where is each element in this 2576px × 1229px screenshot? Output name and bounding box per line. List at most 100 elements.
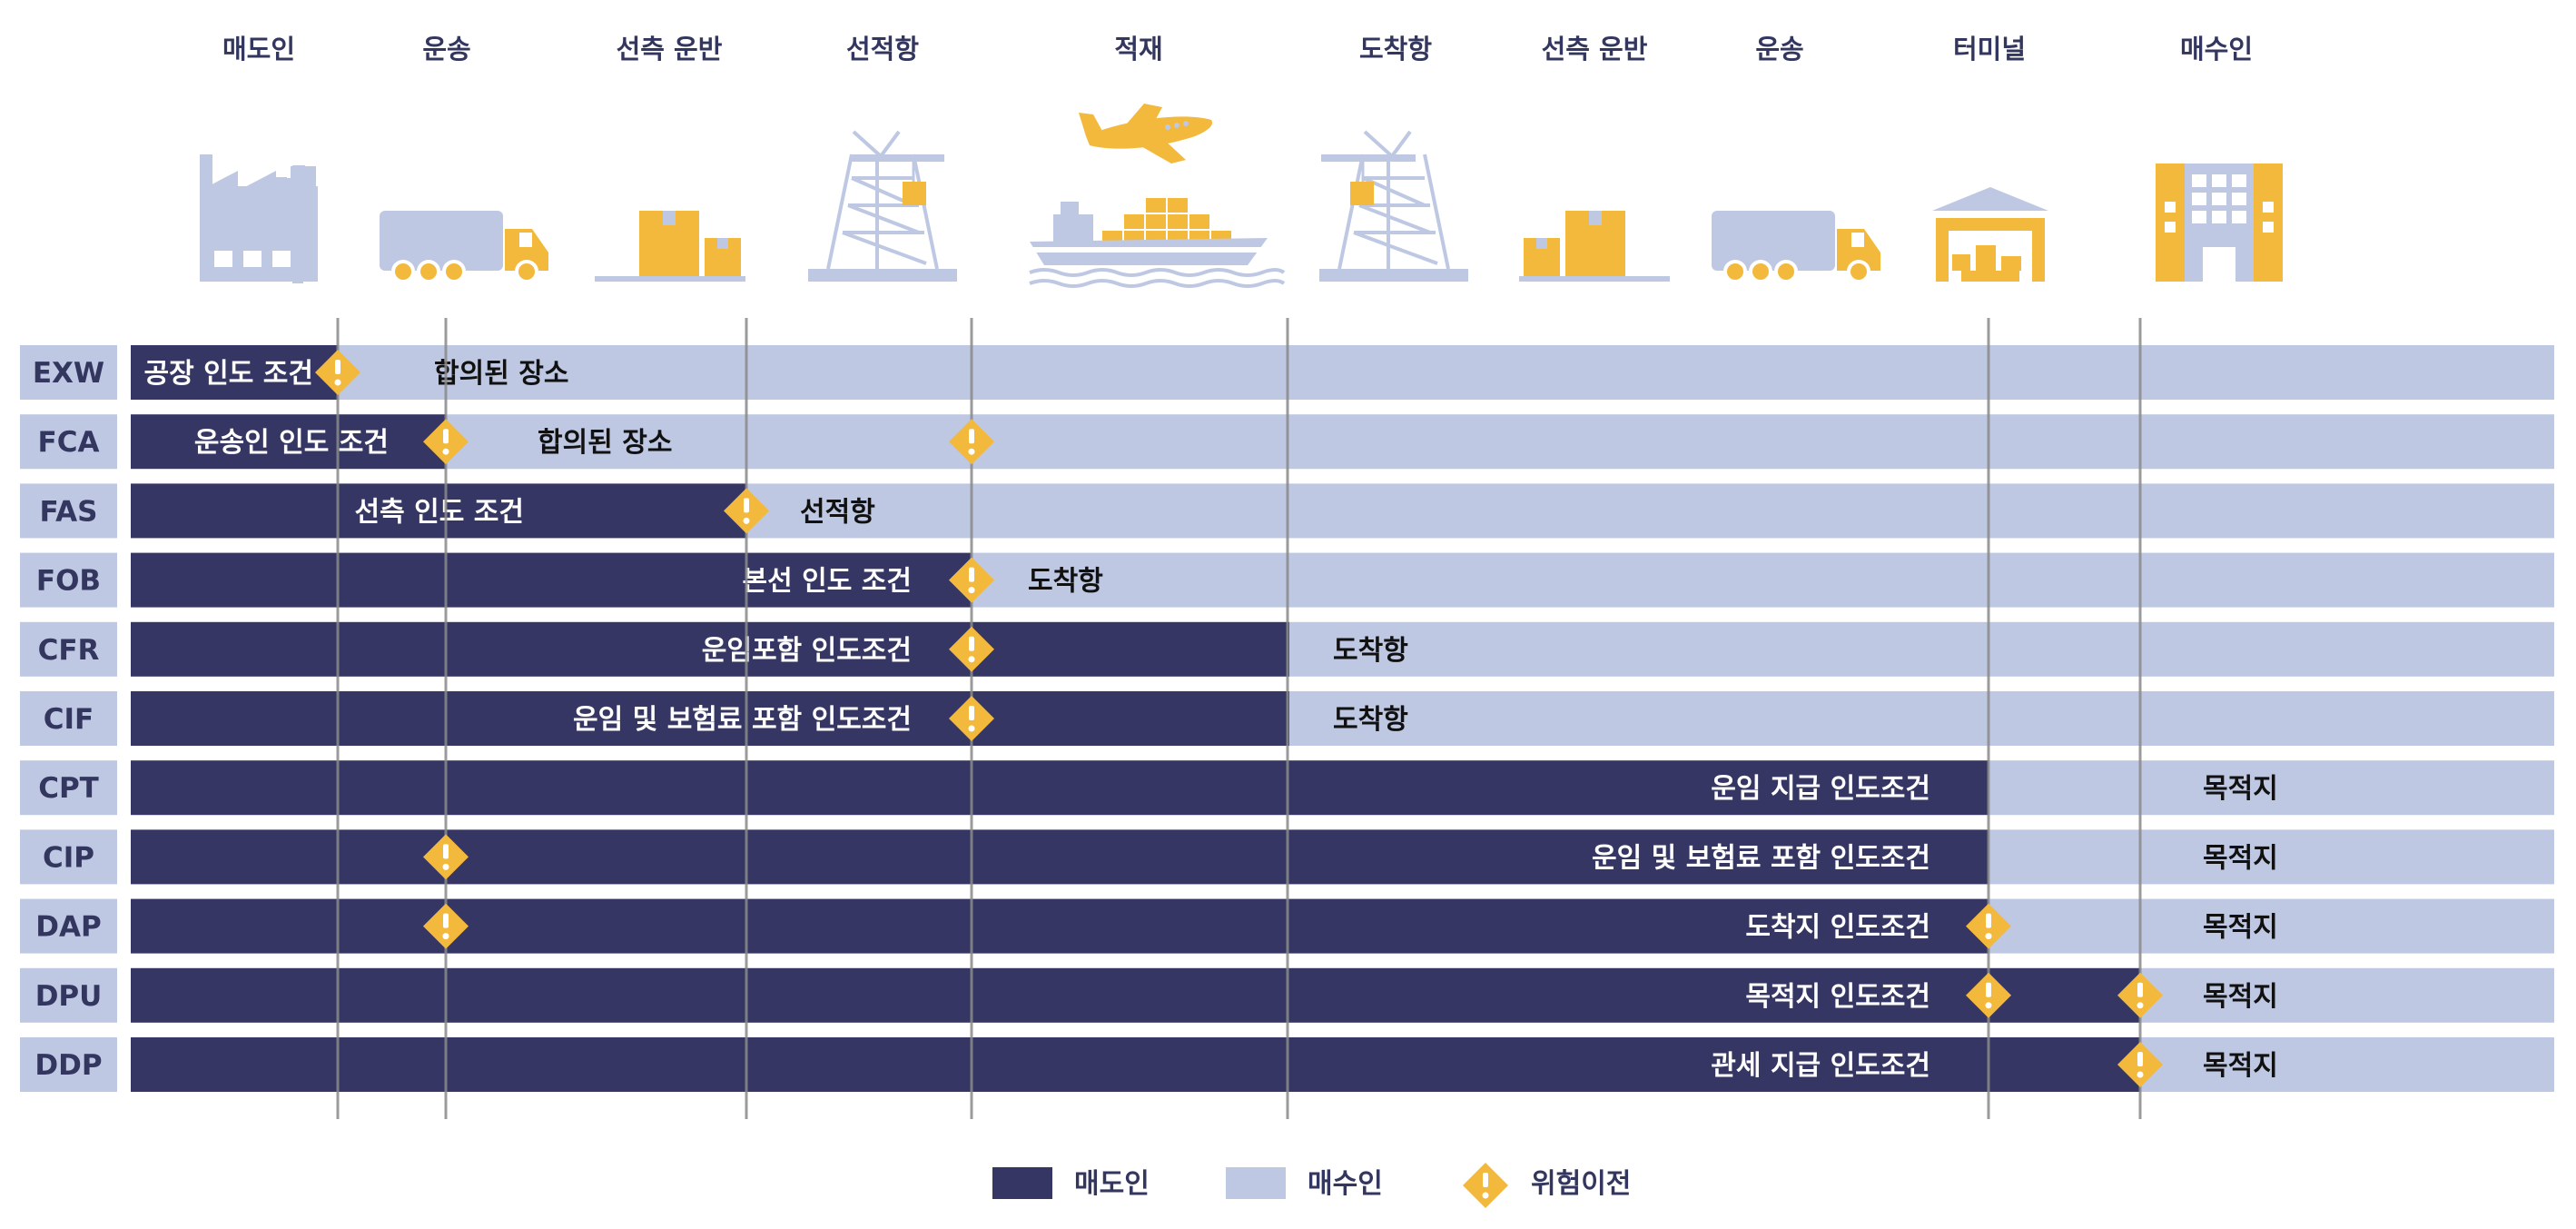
legend-seller-label: 매도인 — [1074, 1168, 1150, 1200]
buyer-place-label: 목적지 — [2203, 842, 2278, 874]
term-code-box — [20, 621, 117, 677]
buyer-place-label: 도착항 — [1028, 566, 1103, 598]
buyer-place-label: 도착항 — [1333, 704, 1408, 736]
building-icon — [2156, 164, 2283, 282]
term-code-box — [20, 552, 117, 608]
seller-responsibility-bar — [131, 345, 338, 400]
seller-term-label: 선측 인도 조건 — [355, 496, 525, 528]
seller-term-label: 운임 지급 인도조건 — [1711, 773, 1930, 805]
seller-term-label: 운임포함 인도조건 — [702, 635, 912, 667]
truck-icon — [1712, 211, 1880, 283]
stage-label-arrival-port: 도착항 — [1359, 34, 1432, 64]
risk-transfer-icon — [1966, 972, 2011, 1018]
term-code: FCA — [38, 426, 100, 459]
term-code: DPU — [35, 980, 103, 1013]
seller-responsibility-bar — [131, 898, 1989, 954]
risk-markers — [315, 350, 2163, 1087]
buyer-responsibility-bar — [1989, 898, 2554, 954]
seller-responsibility-bar — [131, 483, 746, 539]
seller-responsibility-bar — [131, 760, 1989, 816]
term-code-box — [20, 967, 117, 1023]
buyer-responsibility-bar — [746, 483, 2554, 539]
seller-term-label: 운임 및 보험료 포함 인도조건 — [1592, 842, 1930, 874]
risk-transfer-icon — [423, 903, 469, 949]
stage-label-alongside-2: 선측 운반 — [1542, 34, 1648, 64]
buyer-place-label: 목적지 — [2203, 773, 2278, 805]
legend-risk-icon — [1463, 1163, 1508, 1208]
buyer-place-label: 도착항 — [1333, 635, 1408, 667]
term-code: CIF — [44, 703, 94, 736]
seller-term-label: 도착지 인도조건 — [1745, 912, 1930, 944]
incoterm-row: FCA 운송인 인도 조건 합의된 장소 — [20, 414, 2554, 470]
term-code-box — [20, 898, 117, 954]
term-code-box — [20, 760, 117, 816]
legend-buyer-label: 매수인 — [1308, 1168, 1383, 1200]
seller-responsibility-bar — [131, 552, 972, 608]
term-code: FAS — [40, 495, 98, 528]
buyer-place-label: 합의된 장소 — [538, 427, 672, 459]
risk-transfer-icon — [949, 557, 994, 603]
buyer-responsibility-bar — [446, 414, 2554, 470]
buyer-place-label: 선적항 — [800, 496, 875, 528]
buyer-place-label: 목적지 — [2203, 1050, 2278, 1082]
term-code-box — [20, 691, 117, 746]
term-code-box — [20, 345, 117, 400]
stage-labels: 매도인 운송 선측 운반 선적항 적재 도착항 선측 운반 운송 터미널 매수인 — [222, 34, 2253, 64]
risk-transfer-icon — [2117, 972, 2163, 1018]
buyer-responsibility-bar — [2140, 1037, 2554, 1092]
term-code: FOB — [36, 565, 101, 598]
buyer-responsibility-bar — [1289, 691, 2554, 746]
seller-responsibility-bar — [131, 967, 2140, 1023]
stage-label-terminal: 터미널 — [1953, 34, 2026, 64]
port-crane-icon — [1319, 130, 1468, 282]
legend-buyer-swatch — [1226, 1167, 1286, 1199]
buyer-place-label: 목적지 — [2203, 981, 2278, 1013]
risk-transfer-icon — [949, 696, 994, 741]
buyer-place-label: 목적지 — [2203, 912, 2278, 944]
term-code-box — [20, 829, 117, 885]
risk-transfer-icon — [949, 626, 994, 672]
term-code: DAP — [35, 911, 101, 944]
seller-term-label: 운송인 인도 조건 — [194, 427, 389, 459]
airplane-icon — [1079, 104, 1213, 164]
risk-transfer-icon — [423, 419, 469, 465]
incoterm-row: DPU 목적지 인도조건 목적지 — [20, 967, 2554, 1023]
factory-icon — [200, 154, 318, 283]
boxes-icon — [1519, 211, 1670, 282]
seller-responsibility-bar — [131, 414, 446, 470]
term-code: CIP — [43, 841, 94, 874]
risk-transfer-icon — [2117, 1042, 2163, 1087]
ship-plane-icon — [1029, 104, 1286, 288]
seller-term-label: 공장 인도 조건 — [144, 358, 314, 390]
seller-term-label: 본선 인도 조건 — [743, 566, 913, 598]
term-code: EXW — [33, 357, 104, 390]
stage-label-transport-2: 운송 — [1755, 34, 1803, 64]
incoterm-row: CPT 운임 지급 인도조건 목적지 — [20, 760, 2554, 816]
buyer-responsibility-bar — [2140, 967, 2554, 1023]
incoterm-row: FAS 선측 인도 조건 선적항 — [20, 483, 2554, 539]
stage-label-buyer: 매수인 — [2180, 34, 2253, 64]
seller-term-label: 목적지 인도조건 — [1745, 981, 1930, 1013]
legend-risk-label: 위험이전 — [1531, 1168, 1631, 1200]
warehouse-icon — [1932, 187, 2048, 282]
term-code: CFR — [38, 634, 100, 667]
seller-responsibility-bar — [131, 1037, 2140, 1092]
term-code-box — [20, 414, 117, 470]
seller-term-label: 운임 및 보험료 포함 인도조건 — [573, 704, 912, 736]
stage-label-seller: 매도인 — [222, 34, 295, 64]
stage-label-loading: 적재 — [1114, 34, 1162, 64]
buyer-responsibility-bar — [1289, 621, 2554, 677]
legend: 매도인 매수인 위험이전 — [992, 1163, 1631, 1208]
incoterm-row: CFR 운임포함 인도조건 도착항 — [20, 621, 2554, 677]
stage-label-loading-port: 선적항 — [846, 34, 919, 64]
stage-label-alongside: 선측 운반 — [617, 34, 723, 64]
risk-transfer-icon — [1966, 903, 2011, 949]
term-code: CPT — [38, 772, 99, 805]
port-crane-icon — [808, 130, 957, 282]
term-code: DDP — [35, 1049, 102, 1082]
incoterm-row: FOB 본선 인도 조건 도착항 — [20, 552, 2554, 608]
buyer-place-label: 합의된 장소 — [434, 358, 568, 390]
stage-label-transport: 운송 — [422, 34, 470, 64]
